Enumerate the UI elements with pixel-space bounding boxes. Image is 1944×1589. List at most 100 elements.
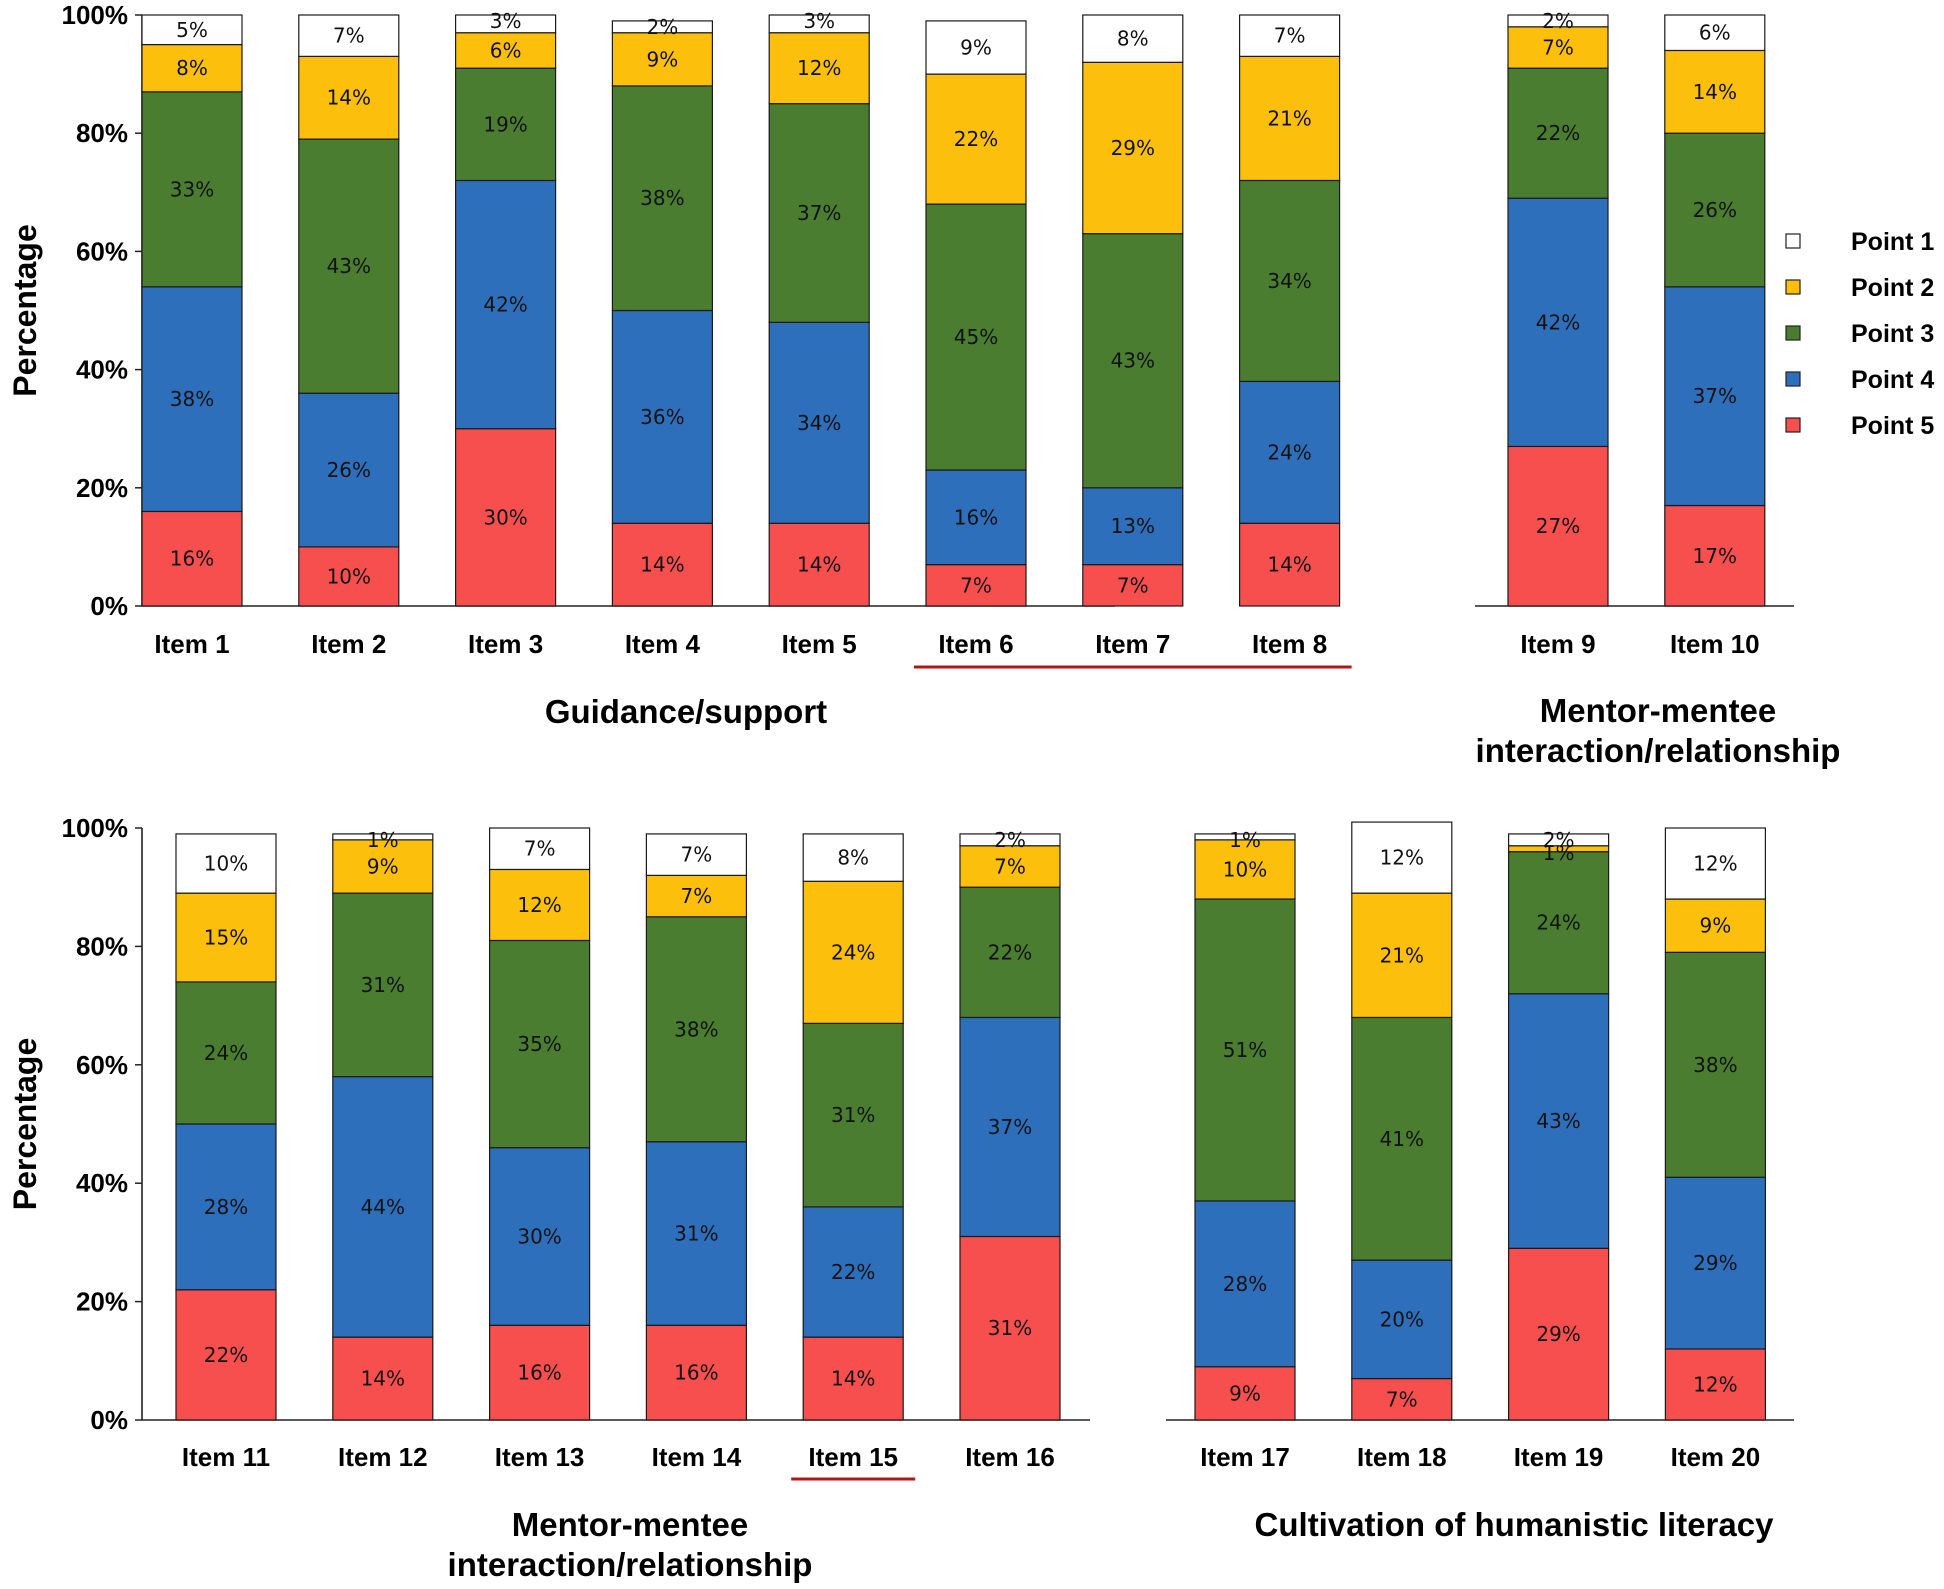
data-label-item-1-point-2: 8%	[176, 56, 208, 80]
segment-item-7-point-5	[1082, 564, 1184, 607]
data-label-item-19-point-3: 24%	[1536, 911, 1580, 935]
data-label-item-8-point-3: 34%	[1267, 269, 1311, 293]
segment-item-16-point-3	[959, 886, 1061, 1019]
segment-item-20-point-1	[1664, 827, 1767, 900]
bar-item-16: 31% 37% 22% 7%2%	[959, 828, 1061, 1421]
segment-item-9-point-2	[1507, 26, 1609, 69]
segment-item-4-point-4	[611, 309, 714, 524]
segment-item-6-point-5	[925, 564, 1027, 607]
x-tick-label: Item 5	[782, 629, 857, 659]
segment-item-3-point-1	[455, 14, 557, 34]
segment-item-14-point-1	[645, 833, 748, 876]
bar-item-19: 29%43%24%1%2%	[1507, 828, 1610, 1421]
segment-item-10-point-1	[1664, 14, 1766, 52]
segment-item-2-point-2	[298, 55, 400, 140]
segment-item-13-point-5	[489, 1324, 591, 1421]
segment-item-4-point-2	[611, 32, 714, 87]
x-tick-label: Item 4	[625, 629, 701, 659]
data-label-item-13-point-4: 30%	[517, 1224, 561, 1248]
data-label-item-6-point-5: 7%	[960, 573, 992, 597]
x-tick-label: Item 17	[1200, 1442, 1290, 1472]
segment-item-5-point-2	[768, 32, 870, 105]
panel-3: 0% 20% 40% 60% 80% 100% Percentage 22% 28% 24% 15%…	[7, 813, 1090, 1583]
segment-item-14-point-3	[645, 916, 748, 1143]
data-label-item-9-point-3: 22%	[1536, 121, 1580, 145]
data-label-item-20-point-3: 38%	[1693, 1053, 1737, 1077]
y-axis-title: Percentage	[7, 1038, 43, 1211]
data-label-item-14-point-4: 31%	[674, 1222, 718, 1246]
data-label-item-4-point-1: 2%	[647, 15, 679, 39]
data-label-item-4-point-4: 36%	[640, 405, 684, 429]
data-label-item-3-point-3: 19%	[483, 112, 527, 136]
segment-item-14-point-2	[645, 874, 748, 918]
data-label-item-12-point-2: 9%	[367, 854, 399, 878]
segment-item-1-point-4	[141, 286, 243, 513]
bar-item-11: 22% 28% 24% 15% 10%	[175, 833, 277, 1421]
segment-item-16-point-1	[959, 833, 1061, 847]
segment-item-14-point-5	[645, 1324, 748, 1421]
bar-item-9: 27% 42% 22% 7% 2%	[1507, 9, 1609, 607]
segment-item-7-point-3	[1082, 233, 1184, 489]
legend-swatch-point-5	[1785, 417, 1801, 433]
x-tick-label: Item 19	[1514, 1442, 1604, 1472]
bar-item-15: 14% 22% 31% 24% 8%	[802, 833, 904, 1421]
segment-item-13-point-1	[489, 827, 591, 871]
segment-item-17-point-3	[1194, 898, 1296, 1202]
segment-item-18-point-1	[1351, 821, 1453, 894]
data-label-item-17-point-4: 28%	[1223, 1272, 1267, 1296]
data-label-item-10-point-4: 37%	[1693, 384, 1737, 408]
data-label-item-17-point-5: 9%	[1229, 1381, 1261, 1405]
data-label-item-16-point-2: 7%	[994, 854, 1026, 878]
data-label-item-5-point-2: 12%	[797, 56, 841, 80]
data-label-item-9-point-5: 27%	[1536, 514, 1580, 538]
data-label-item-5-point-3: 37%	[797, 201, 841, 225]
data-label-item-9-point-2: 7%	[1542, 36, 1574, 60]
data-label-item-15-point-3: 31%	[831, 1103, 875, 1127]
data-label-item-12-point-3: 31%	[361, 973, 405, 997]
segment-item-9-point-5	[1507, 445, 1609, 607]
data-label-item-8-point-1: 7%	[1274, 24, 1306, 48]
segment-item-4-point-3	[611, 85, 714, 312]
segment-item-20-point-5	[1664, 1348, 1767, 1421]
legend: Point 1 Point 2 Point 3 Point 4 Point 5	[1785, 228, 1934, 440]
legend-swatch-point-4	[1785, 371, 1801, 387]
legend-label-point-4: Point 4	[1851, 366, 1934, 394]
y-tick-label: 20%	[76, 473, 128, 503]
segment-item-3-point-4	[455, 179, 557, 430]
segment-item-20-point-4	[1664, 1176, 1767, 1350]
data-label-item-2-point-3: 43%	[327, 254, 371, 278]
data-label-item-16-point-1: 2%	[994, 828, 1026, 852]
legend-swatch-point-1	[1785, 233, 1801, 249]
x-tick-label: Item 15	[808, 1442, 898, 1472]
panel-title: interaction/relationship	[1476, 732, 1841, 769]
data-label-item-13-point-1: 7%	[524, 837, 556, 861]
data-label-item-20-point-2: 9%	[1700, 914, 1732, 938]
y-tick-label: 60%	[76, 236, 128, 266]
data-label-item-3-point-1: 3%	[490, 9, 522, 33]
x-tick-label: Item 14	[652, 1442, 742, 1472]
legend-label-point-2: Point 2	[1851, 274, 1934, 302]
segment-item-6-point-2	[925, 73, 1027, 205]
data-label-item-16-point-3: 22%	[988, 940, 1032, 964]
bar-item-5: 14% 34% 37% 12% 3%	[768, 9, 870, 607]
segment-item-12-point-3	[332, 892, 434, 1078]
segment-item-11-point-1	[175, 833, 277, 894]
data-label-item-13-point-5: 16%	[517, 1361, 561, 1385]
y-axis-title: Percentage	[7, 224, 43, 397]
panel-title: Mentor-mentee	[512, 1506, 749, 1543]
segment-item-15-point-5	[802, 1336, 904, 1421]
segment-item-20-point-3	[1664, 951, 1767, 1178]
data-label-item-18-point-4: 20%	[1380, 1307, 1424, 1331]
segment-item-13-point-2	[489, 868, 591, 942]
data-label-item-9-point-4: 42%	[1536, 310, 1580, 334]
x-tick-label: Item 7	[1095, 629, 1170, 659]
segment-item-3-point-5	[455, 428, 557, 607]
data-label-item-7-point-4: 13%	[1111, 514, 1155, 538]
segment-item-8-point-3	[1238, 179, 1341, 383]
segment-item-15-point-2	[802, 880, 904, 1024]
bar-item-4: 14% 36% 38% 9% 2%	[611, 15, 714, 607]
data-label-item-1-point-3: 33%	[170, 177, 214, 201]
segment-item-9-point-4	[1507, 197, 1609, 448]
segment-item-12-point-4	[332, 1076, 434, 1338]
segment-item-10-point-3	[1664, 132, 1766, 288]
